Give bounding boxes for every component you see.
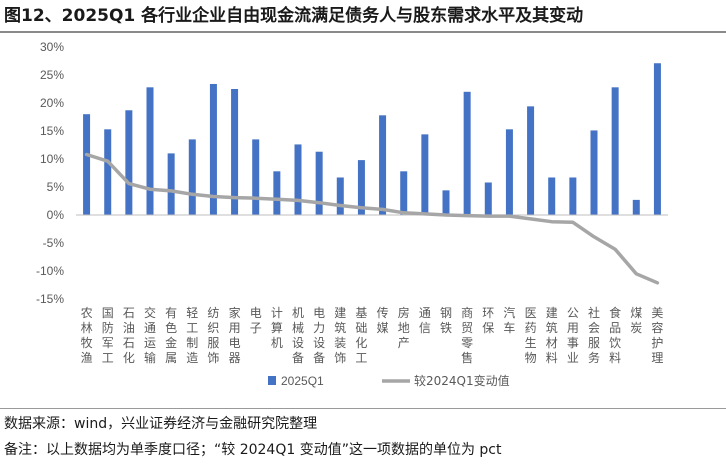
chart-title: 图12、2025Q1 各行业企业自由现金流满足债务人与股东需求水平及其变动 — [4, 6, 584, 26]
bar — [294, 144, 302, 215]
bar — [442, 190, 450, 215]
x-tick-label: 轻工制造 — [186, 306, 198, 365]
bar — [611, 87, 619, 215]
bar — [167, 153, 175, 215]
bar — [569, 177, 577, 215]
footer-divider — [0, 408, 726, 409]
y-tick-label: 30% — [40, 40, 64, 54]
x-tick-label: 医药生物 — [525, 306, 537, 365]
y-tick-label: -5% — [43, 236, 65, 250]
y-tick-label: -15% — [36, 292, 64, 306]
bar — [83, 114, 91, 215]
y-tick-label: 0% — [47, 208, 65, 222]
x-tick-label: 石油石化 — [123, 306, 135, 365]
x-tick-label: 商贸零售 — [461, 305, 473, 365]
x-tick-label: 建筑装饰 — [334, 306, 346, 365]
x-tick-label: 电子 — [250, 306, 262, 335]
x-tick-label: 国防军工 — [102, 306, 114, 365]
bar — [104, 129, 112, 215]
bar — [125, 110, 133, 215]
y-tick-label: -10% — [36, 264, 64, 278]
bar — [527, 106, 535, 215]
y-tick-label: 10% — [40, 152, 64, 166]
x-tick-label: 交通运输 — [144, 305, 156, 365]
x-tick-label: 纺织服饰 — [207, 306, 219, 365]
x-tick-label: 钢铁 — [440, 306, 452, 335]
x-tick-label: 社会服务 — [588, 305, 600, 365]
bar — [315, 151, 323, 215]
y-tick-label: 5% — [47, 180, 65, 194]
bar — [146, 87, 154, 215]
x-tick-label: 食品饮料 — [609, 305, 621, 365]
x-tick-label: 环保 — [482, 306, 494, 335]
x-tick-label: 家用电器 — [229, 305, 241, 365]
x-tick-label: 公用事业 — [567, 306, 579, 365]
title-divider — [0, 31, 726, 33]
x-tick-label: 有色金属 — [165, 306, 177, 365]
bar — [590, 130, 598, 215]
bar — [273, 171, 281, 215]
bar — [505, 129, 513, 215]
bar — [484, 182, 492, 215]
bar — [188, 139, 196, 215]
x-tick-label: 电力设备 — [313, 306, 325, 365]
bar — [632, 199, 640, 215]
x-tick-label: 美容护理 — [651, 306, 663, 365]
x-tick-label: 通信 — [419, 306, 431, 335]
x-tick-label: 计算机 — [271, 306, 283, 350]
x-tick-label: 建筑材料 — [546, 306, 558, 365]
bar — [379, 115, 387, 215]
bar — [421, 134, 429, 215]
x-tick-label: 煤炭 — [630, 306, 642, 335]
chart: -15% -10% -5% 0% 5% 10% 15% 20% 25% 30% 农林牧渔国防军工石油… — [36, 40, 668, 388]
x-tick-label: 汽车 — [503, 305, 515, 335]
bar — [548, 177, 556, 215]
data-source-note: 数据来源：wind，兴业证券经济与金融研究院整理 — [4, 416, 318, 432]
change-line-series — [84, 152, 660, 285]
y-tick-label: 20% — [40, 96, 64, 110]
legend-bar-label: 2025Q1 — [281, 374, 324, 388]
bar — [463, 91, 471, 215]
x-tick-label: 农林牧渔 — [81, 306, 93, 365]
y-tick-label: 15% — [40, 124, 64, 138]
bar — [400, 171, 408, 215]
bar — [336, 177, 344, 215]
x-tick-label: 房地产 — [398, 305, 410, 350]
legend-bar-swatch — [268, 376, 276, 385]
bar — [209, 83, 217, 216]
remark-note: 备注：以上数据均为单季度口径；“较 2024Q1 变动值”这一项数据的单位为 p… — [4, 442, 502, 458]
x-tick-label: 传媒 — [377, 305, 389, 335]
x-tick-label: 机械设备 — [292, 306, 304, 365]
legend-line-label: 较2024Q1变动值 — [414, 373, 510, 388]
y-tick-label: 25% — [40, 68, 64, 82]
bar — [357, 160, 365, 215]
bar — [252, 139, 260, 215]
x-tick-label: 基础化工 — [355, 306, 367, 365]
bar — [653, 63, 661, 216]
bar — [231, 89, 239, 215]
